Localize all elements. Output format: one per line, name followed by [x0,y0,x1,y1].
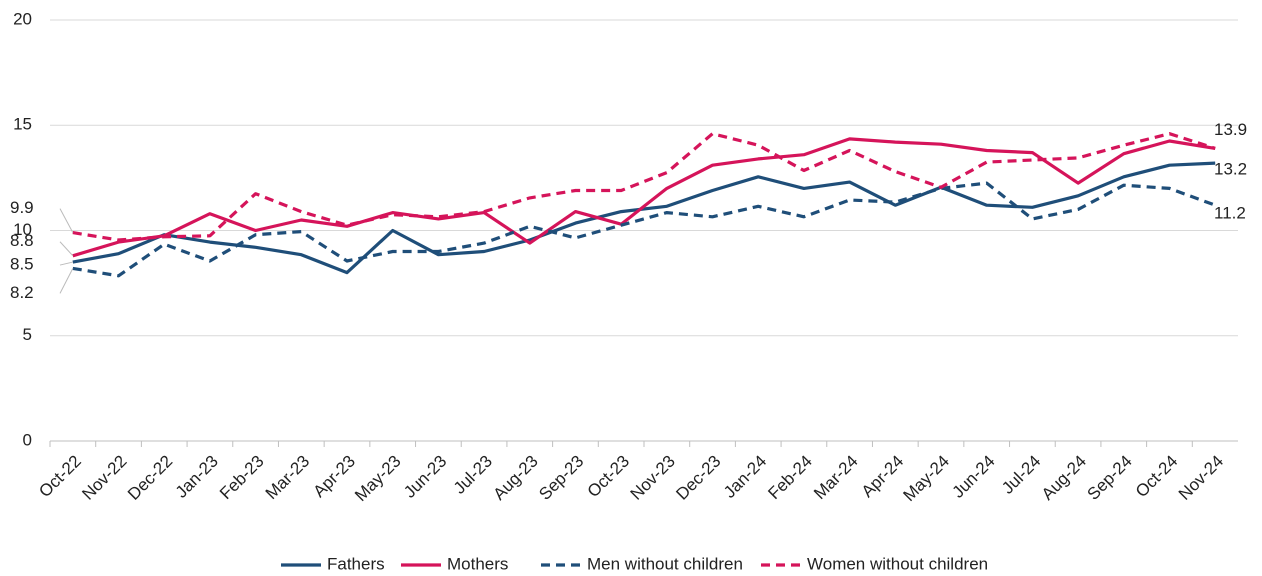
x-tick-label: Feb-23 [216,452,268,504]
series-line [72,132,1216,242]
series-line [72,181,1216,278]
x-tick-label: Aug-23 [490,452,542,504]
data-label: 13.2 [1214,160,1247,179]
x-tick-label: Dec-22 [124,452,176,504]
data-label: 11.2 [1214,204,1246,223]
x-tick-label: Sep-24 [1084,452,1136,504]
x-tick-label: Feb-24 [764,452,816,504]
x-tick-label: Jun-23 [400,452,450,502]
x-tick-label: Mar-23 [262,452,314,504]
leader-line [59,268,74,294]
x-tick-label: Jun-24 [948,452,998,502]
legend-label: Fathers [327,554,385,573]
x-tick-label: Nov-22 [78,452,130,504]
x-tick-label: Nov-24 [1175,452,1227,504]
x-tick-label: Jan-24 [720,452,770,502]
data-label: 8.8 [10,231,34,250]
x-tick-label: Sep-23 [535,452,587,504]
series-line [72,137,1216,258]
x-tick-label: May-23 [351,452,405,506]
x-tick-label: May-24 [899,452,953,506]
x-tick-label: Dec-23 [672,452,724,504]
x-tick-label: Oct-22 [35,452,85,502]
data-label: 8.2 [10,283,34,302]
y-tick-label: 10 [13,220,32,239]
x-tick-label: Apr-24 [858,452,908,502]
series-line [72,161,1216,275]
x-tick-label: Oct-24 [1132,452,1182,502]
data-label: 8.5 [10,255,34,274]
data-label: 13.9 [1214,120,1247,139]
x-tick-label: Aug-24 [1038,452,1090,504]
y-tick-label: 20 [13,9,32,28]
legend-label: Mothers [447,554,508,573]
leader-line [59,208,74,233]
leader-line [59,261,73,266]
x-tick-label: Jan-23 [172,452,222,502]
x-tick-label: Mar-24 [810,452,862,504]
x-tick-label: Oct-23 [584,452,634,502]
legend-label: Men without children [587,554,743,573]
leader-line [59,241,74,257]
x-tick-label: Apr-23 [309,452,359,502]
data-label: 9.9 [10,198,34,217]
y-tick-label: 0 [23,430,32,449]
y-tick-label: 15 [13,115,32,134]
x-tick-label: Nov-23 [627,452,679,504]
legend-label: Women without children [807,554,988,573]
y-tick-label: 5 [23,325,32,344]
